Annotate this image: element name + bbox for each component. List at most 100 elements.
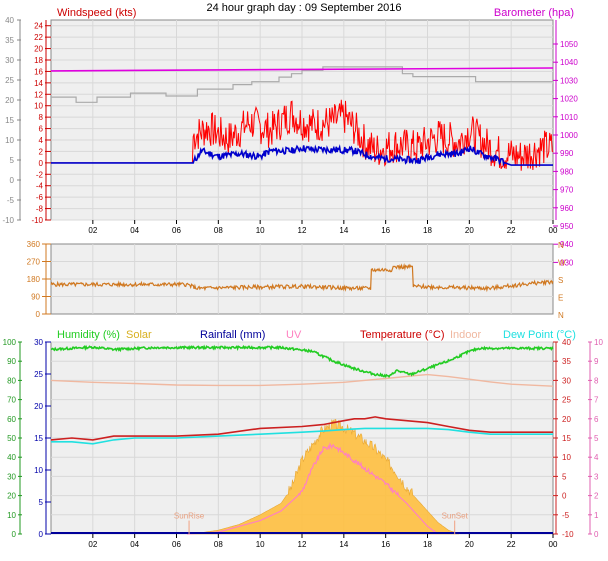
legend-item: Dew Point (°C) bbox=[503, 329, 576, 341]
temp-xtick-label: 12 bbox=[298, 540, 307, 549]
wind-xtick-label: 22 bbox=[507, 226, 516, 235]
temp-xtick-label: 04 bbox=[130, 540, 139, 549]
compass-label: E bbox=[558, 294, 563, 303]
outer-ytick-label: -10 bbox=[2, 216, 14, 225]
temp-ytick-label: 10 bbox=[562, 453, 571, 462]
wind-xtick-label: 16 bbox=[381, 226, 390, 235]
baro-ytick-label: 940 bbox=[560, 240, 574, 249]
wind-ytick-label: 20 bbox=[34, 45, 43, 54]
panel-wind: 242220181614121086420-2-4-6-8-1040353025… bbox=[2, 7, 578, 267]
wind-ytick-label: 4 bbox=[39, 136, 44, 145]
solar-ytick-label: 5 bbox=[39, 498, 44, 507]
wind-ytick-label: 6 bbox=[39, 125, 44, 134]
uv-ytick-label: 4 bbox=[594, 453, 599, 462]
humidity-ytick-label: 50 bbox=[7, 434, 16, 443]
wind-ytick-label: 16 bbox=[34, 67, 43, 76]
wind-ytick-label: -2 bbox=[36, 170, 44, 179]
dir-ytick-label: 0 bbox=[36, 310, 41, 319]
humidity-ytick-label: 10 bbox=[7, 511, 16, 520]
wind-ytick-label: -10 bbox=[31, 216, 43, 225]
temp-xtick-label: 02 bbox=[88, 540, 97, 549]
wind-xtick-label: 12 bbox=[298, 226, 307, 235]
humidity-ytick-label: 90 bbox=[7, 357, 16, 366]
temp-ytick-label: -10 bbox=[562, 530, 574, 539]
temp-ytick-label: -5 bbox=[562, 511, 570, 520]
wind-ytick-label: 10 bbox=[34, 102, 43, 111]
outer-ytick-label: 25 bbox=[5, 76, 14, 85]
barometer-line bbox=[50, 67, 554, 72]
wind-ytick-label: -4 bbox=[36, 182, 44, 191]
humidity-ytick-label: 70 bbox=[7, 396, 16, 405]
temp-xtick-label: 14 bbox=[339, 540, 348, 549]
baro-ytick-label: 1020 bbox=[560, 95, 578, 104]
solar-area bbox=[186, 419, 459, 535]
solar-ytick-label: 30 bbox=[34, 338, 43, 347]
temperature-line bbox=[50, 416, 553, 441]
outer-ytick-label: 10 bbox=[5, 136, 14, 145]
humidity-ytick-label: 30 bbox=[7, 472, 16, 481]
temp-xtick-label: 06 bbox=[172, 540, 181, 549]
temp-ytick-label: 35 bbox=[562, 357, 571, 366]
uv-ytick-label: 2 bbox=[594, 492, 599, 501]
legend-item: Temperature (°C) bbox=[360, 329, 444, 341]
dir-ytick-label: 360 bbox=[27, 240, 41, 249]
temp-ytick-label: 0 bbox=[562, 492, 567, 501]
wind-xtick-label: 00 bbox=[549, 226, 558, 235]
temp-ytick-label: 5 bbox=[562, 472, 567, 481]
uv-ytick-label: 1 bbox=[594, 511, 599, 520]
graph-title: 24 hour graph day : 09 September 2016 bbox=[206, 2, 401, 14]
temp-xtick-label: 00 bbox=[549, 540, 558, 549]
indoor-line bbox=[50, 373, 554, 387]
wind-xtick-label: 18 bbox=[423, 226, 432, 235]
humidity-ytick-label: 0 bbox=[12, 530, 17, 539]
temp-xtick-label: 16 bbox=[381, 540, 390, 549]
sunset-label: SunSet bbox=[442, 512, 469, 521]
baro-ytick-label: 1050 bbox=[560, 40, 578, 49]
legend-item: Solar bbox=[126, 329, 152, 341]
baro-ytick-label: 1000 bbox=[560, 131, 578, 140]
temp-ytick-label: 15 bbox=[562, 434, 571, 443]
wind-ytick-label: 14 bbox=[34, 79, 43, 88]
uv-ytick-label: 3 bbox=[594, 472, 599, 481]
temp-xtick-label: 20 bbox=[465, 540, 474, 549]
baro-ytick-label: 930 bbox=[560, 258, 574, 267]
dewpoint-line bbox=[51, 427, 553, 445]
solar-ytick-label: 0 bbox=[39, 530, 44, 539]
wind-ytick-label: 22 bbox=[34, 33, 43, 42]
temp-ytick-label: 25 bbox=[562, 396, 571, 405]
wind-ytick-label: -8 bbox=[36, 205, 44, 214]
temp-ytick-label: 30 bbox=[562, 376, 571, 385]
wind-ytick-label: 24 bbox=[34, 22, 43, 31]
legend-item: UV bbox=[286, 329, 302, 341]
outer-ytick-label: -5 bbox=[7, 196, 15, 205]
temp-xtick-label: 10 bbox=[256, 540, 265, 549]
uv-ytick-label: 7 bbox=[594, 396, 599, 405]
temp-xtick-label: 22 bbox=[507, 540, 516, 549]
wind-ytick-label: 8 bbox=[39, 113, 44, 122]
wind-ytick-label: 18 bbox=[34, 56, 43, 65]
outer-ytick-label: 35 bbox=[5, 36, 14, 45]
baro-ytick-label: 1040 bbox=[560, 58, 578, 67]
wind-ytick-label: -6 bbox=[36, 193, 44, 202]
baro-grey-line bbox=[51, 66, 553, 103]
legend-windspeed: Windspeed (kts) bbox=[57, 7, 136, 19]
direction-line bbox=[50, 262, 554, 293]
outer-ytick-label: 15 bbox=[5, 116, 14, 125]
baro-ytick-label: 1010 bbox=[560, 113, 578, 122]
humidity-ytick-label: 20 bbox=[7, 492, 16, 501]
solar-ytick-label: 15 bbox=[34, 434, 43, 443]
uv-ytick-label: 5 bbox=[594, 434, 599, 443]
uv-ytick-label: 6 bbox=[594, 415, 599, 424]
windavg-line bbox=[51, 144, 553, 167]
baro-ytick-label: 960 bbox=[560, 204, 574, 213]
wind-xtick-label: 06 bbox=[172, 226, 181, 235]
wind-xtick-label: 02 bbox=[88, 226, 97, 235]
uv-ytick-label: 9 bbox=[594, 357, 599, 366]
wind-ytick-label: 2 bbox=[39, 147, 44, 156]
wind-xtick-label: 10 bbox=[256, 226, 265, 235]
temp-xtick-label: 08 bbox=[214, 540, 223, 549]
humidity-line bbox=[50, 344, 554, 379]
wind-xtick-label: 04 bbox=[130, 226, 139, 235]
